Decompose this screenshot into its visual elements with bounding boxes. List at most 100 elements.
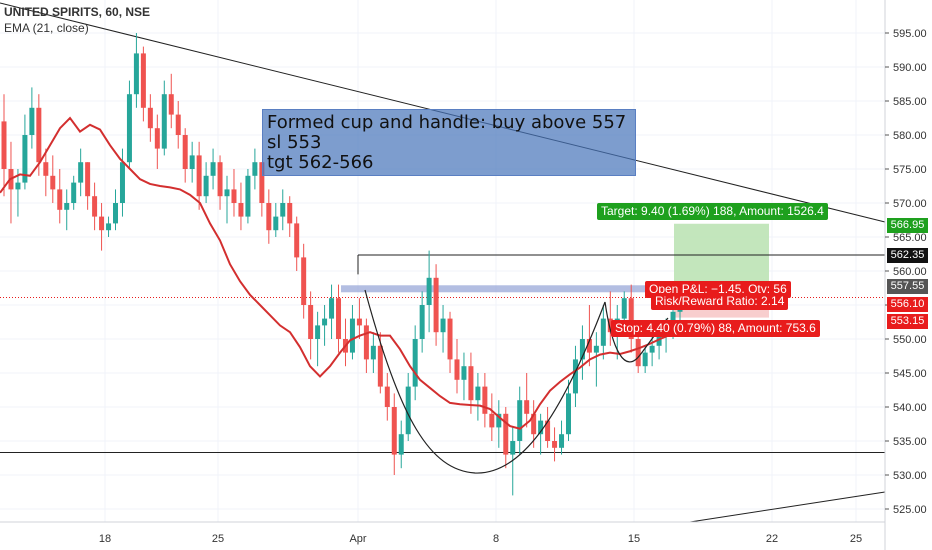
stop-label: Stop: 4.40 (0.79%) 88, Amount: 753.6 [611, 320, 820, 337]
candle-body [586, 339, 592, 353]
candle-body [238, 203, 244, 217]
risk-reward-label: Risk/Reward Ratio: 2.14 [651, 293, 789, 310]
candle-body [370, 345, 376, 360]
candle-body [496, 413, 502, 428]
candle-body [15, 182, 21, 190]
y-tick-label: 540.00 [893, 402, 927, 414]
candle-body [440, 318, 446, 333]
candle-body [482, 386, 488, 414]
candle-body [419, 305, 425, 339]
candle-body [36, 107, 42, 163]
symbol-label: UNITED SPIRITS, 60, NSE [4, 5, 151, 19]
candle-body [210, 162, 216, 176]
candle-body [489, 413, 495, 428]
candle-body [517, 400, 523, 441]
candle-body [398, 434, 404, 455]
y-tick-label: 530.00 [893, 470, 927, 482]
candle-body [273, 216, 279, 231]
candle-body [454, 359, 460, 380]
candlesticks [1, 33, 683, 496]
candle-body [531, 413, 537, 435]
annotation-line-3: tgt 562-566 [267, 152, 374, 173]
candle-body [559, 434, 565, 448]
candle-body [189, 155, 195, 169]
chart-legend: UNITED SPIRITS, 60, NSE EMA (21, close) [4, 4, 150, 36]
candle-body [1, 121, 7, 169]
text-annotation[interactable]: Formed cup and handle: buy above 557 sl … [262, 109, 636, 176]
candle-body [175, 114, 181, 135]
candle-body [363, 325, 369, 360]
y-tick-label: 580.00 [893, 130, 927, 142]
y-tick-label: 590.00 [893, 62, 927, 74]
target-label: Target: 9.40 (1.69%) 188, Amount: 1526.4 [597, 203, 828, 220]
annotation-line-2: sl 553 [267, 132, 322, 153]
candle-body [301, 257, 307, 305]
candle-body [552, 441, 558, 448]
x-tick-label: 8 [493, 533, 499, 545]
candle-body [391, 407, 397, 455]
candle-body [196, 155, 202, 197]
candle-body [468, 366, 474, 401]
candle-body [106, 223, 112, 231]
candle-body [43, 162, 49, 176]
candle-body [22, 135, 28, 183]
y-tick-label: 575.00 [893, 164, 927, 176]
candle-body [92, 196, 98, 217]
candle-body [203, 175, 209, 197]
candle-body [356, 318, 362, 326]
candle-body [245, 175, 251, 217]
candle-body [412, 339, 418, 387]
y-tick-label: 585.00 [893, 96, 927, 108]
y-tick-label: 595.00 [893, 28, 927, 40]
candle-body [259, 162, 265, 203]
candle-body [635, 339, 641, 367]
candle-body [113, 203, 119, 224]
candle-body [336, 298, 342, 339]
x-tick-label: Apr [349, 533, 366, 545]
candle-body [607, 318, 613, 333]
price-tag-target: 566.95 [887, 218, 928, 233]
cup-curve [364, 289, 606, 474]
candle-body [649, 345, 655, 353]
candle-body [384, 386, 390, 407]
candle-body [475, 386, 481, 401]
candle-body [329, 298, 335, 319]
x-tick-label: 18 [99, 533, 111, 545]
indicator-label: EMA (21, close) [4, 21, 89, 35]
candle-body [287, 203, 293, 224]
candle-body [510, 441, 516, 455]
candle-body [461, 366, 467, 380]
candle-body [224, 189, 230, 197]
x-tick-label: 25 [212, 533, 224, 545]
candle-body [377, 345, 383, 387]
candle-body [64, 203, 70, 210]
candle-body [593, 345, 599, 353]
candle-body [503, 413, 509, 455]
candle-body [565, 393, 571, 435]
candle-body [252, 162, 258, 176]
candle-body [126, 94, 132, 163]
candle-body [670, 311, 676, 326]
candle-body [182, 135, 188, 169]
candle-body [147, 107, 153, 129]
candle-body [349, 318, 355, 353]
entry-band [341, 285, 674, 293]
x-tick-label: 15 [628, 533, 640, 545]
x-tick-label: 22 [766, 533, 778, 545]
y-tick-label: 550.00 [893, 334, 927, 346]
candle-body [433, 277, 439, 333]
candle-body [572, 359, 578, 394]
candle-body [315, 325, 321, 339]
y-tick-label: 565.00 [893, 232, 927, 244]
candle-body [628, 298, 634, 339]
y-tick-label: 570.00 [893, 198, 927, 210]
candle-body [140, 53, 146, 108]
candle-body [119, 162, 125, 203]
candle-body [217, 162, 223, 197]
x-tick-label: 25 [850, 533, 862, 545]
candle-body [57, 189, 63, 210]
candle-body [133, 53, 139, 95]
candle-body [161, 94, 167, 149]
candle-body [538, 420, 544, 435]
